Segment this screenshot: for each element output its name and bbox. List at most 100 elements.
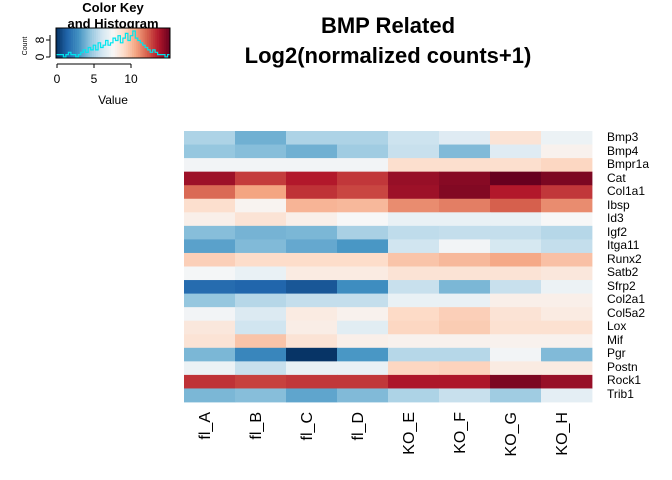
heatmap-cell xyxy=(439,307,491,322)
heatmap-cell xyxy=(286,388,338,403)
heatmap-cell xyxy=(235,374,287,389)
color-key-frame xyxy=(55,27,171,59)
heatmap-cell xyxy=(286,334,338,349)
heatmap-cell xyxy=(286,171,338,186)
chart-title-line-1: BMP Related xyxy=(321,13,455,38)
heatmap-cell xyxy=(184,307,236,322)
heatmap-cell xyxy=(184,374,236,389)
heatmap-cell xyxy=(337,171,389,186)
heatmap-cell xyxy=(541,239,593,254)
color-key-swatch xyxy=(137,28,140,58)
heatmap-cell xyxy=(490,293,542,308)
row-label: Bmpr1a xyxy=(607,157,649,171)
heatmap-cell xyxy=(439,293,491,308)
row-labels: Bmp3 Bmp4 Bmpr1a Cat Col1a1 Ibsp Id3 Igf… xyxy=(607,130,649,401)
heatmap-cell xyxy=(388,361,440,376)
row-label: Postn xyxy=(607,360,638,374)
heatmap-cell xyxy=(337,361,389,376)
heatmap-cell xyxy=(235,388,287,403)
chart-title-line-2: Log2(normalized counts+1) xyxy=(245,43,532,68)
row-label: Col1a1 xyxy=(607,184,645,198)
heatmap-cell xyxy=(388,388,440,403)
heatmap-cell xyxy=(286,185,338,200)
heatmap-cell xyxy=(490,320,542,335)
color-key: Color Key and Histogram 0 8 Count 0 5 10… xyxy=(22,0,171,107)
color-key-title-line-1: Color Key xyxy=(82,0,144,15)
heatmap-cell xyxy=(388,158,440,173)
row-label: Bmp4 xyxy=(607,144,639,158)
heatmap-cell xyxy=(184,320,236,335)
heatmap-cell xyxy=(439,280,491,294)
heatmap-cell xyxy=(388,334,440,349)
heatmap-cell xyxy=(337,293,389,308)
heatmap-cell xyxy=(337,144,389,159)
heatmap-cell xyxy=(541,361,593,376)
heatmap-cell xyxy=(235,144,287,159)
row-label: Satb2 xyxy=(607,265,639,279)
heatmap-cell xyxy=(337,347,389,362)
color-key-swatch xyxy=(147,28,150,58)
heatmap-cell xyxy=(388,171,440,186)
heatmap-cell xyxy=(541,158,593,173)
heatmap-cell xyxy=(286,252,338,267)
row-label: Rock1 xyxy=(607,373,641,387)
color-key-swatch xyxy=(145,28,148,58)
heatmap-cell xyxy=(388,280,440,294)
heatmap-cell xyxy=(235,158,287,173)
heatmap-cell xyxy=(439,144,491,159)
heatmap-cell xyxy=(439,374,491,389)
heatmap-cell xyxy=(439,239,491,254)
heatmap-cell xyxy=(235,293,287,308)
color-key-swatch xyxy=(59,28,62,58)
color-key-swatch xyxy=(75,28,78,58)
color-key-swatch xyxy=(86,28,89,58)
heatmap-cell xyxy=(439,225,491,240)
heatmap-cell xyxy=(337,266,389,281)
color-key-swatch xyxy=(158,28,161,58)
heatmap-cell xyxy=(235,239,287,254)
heatmap-cell xyxy=(490,158,542,173)
heatmap-cell xyxy=(490,144,542,159)
row-label: Runx2 xyxy=(607,252,642,266)
color-key-swatch xyxy=(95,28,99,58)
row-label: Igf2 xyxy=(607,225,627,239)
heatmap-cell xyxy=(337,185,389,200)
color-key-swatch xyxy=(57,28,61,58)
heatmap-cell xyxy=(286,131,338,145)
heatmap-cell xyxy=(184,266,236,281)
heatmap-cell xyxy=(439,198,491,213)
color-key-swatch xyxy=(168,28,171,58)
color-key-swatch xyxy=(76,28,80,58)
heatmap-cell xyxy=(235,320,287,335)
row-label: Pgr xyxy=(607,346,626,360)
heatmap-cell xyxy=(388,320,440,335)
heatmap-cell xyxy=(184,334,236,349)
heatmap-cell xyxy=(235,171,287,186)
heatmap-cell xyxy=(337,252,389,267)
color-key-swatch xyxy=(135,28,138,58)
color-key-swatch xyxy=(105,28,108,58)
color-key-swatch xyxy=(156,28,159,58)
heatmap-cell xyxy=(439,158,491,173)
heatmap-cell xyxy=(235,266,287,281)
heatmap-cell xyxy=(490,334,542,349)
color-key-swatch xyxy=(124,28,127,58)
heatmap-cell xyxy=(541,307,593,322)
heatmap-cell xyxy=(184,144,236,159)
heatmap-cell xyxy=(541,144,593,159)
heatmap-cell xyxy=(337,280,389,294)
heatmap-cell xyxy=(184,158,236,173)
heatmap-cell xyxy=(388,307,440,322)
heatmap-cell xyxy=(184,131,236,145)
heatmap-cell xyxy=(337,212,389,227)
heatmap-cell xyxy=(388,252,440,267)
heatmap-cell xyxy=(439,361,491,376)
heatmap-cell xyxy=(184,388,236,403)
column-label: KO_G xyxy=(503,412,520,456)
heatmap-cell xyxy=(388,185,440,200)
heatmap-cell xyxy=(235,131,287,145)
heatmap-cell xyxy=(490,212,542,227)
heatmap-cell xyxy=(235,280,287,294)
heatmap-cell xyxy=(184,225,236,240)
color-key-swatch xyxy=(84,28,87,58)
